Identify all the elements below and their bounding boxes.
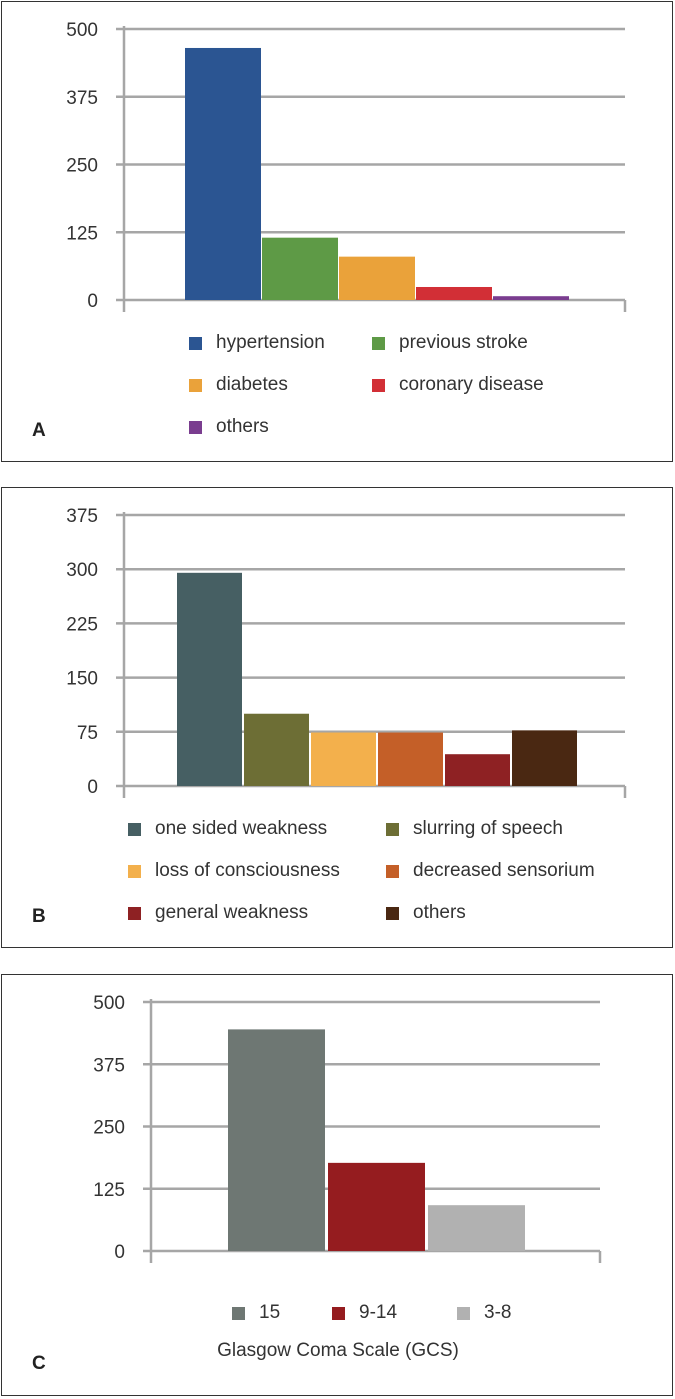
legend-swatch: [372, 378, 385, 392]
legend-swatch: [457, 1306, 470, 1320]
legend-swatch: [189, 336, 202, 350]
panel-letter-a: A: [32, 420, 46, 441]
bar-hypertension: [185, 47, 261, 300]
bar-previous-stroke: [262, 237, 338, 300]
legend-label: others: [413, 902, 466, 923]
y-tick-label: 250: [93, 1118, 125, 1139]
legend-swatch: [189, 420, 202, 434]
legend-swatch: [128, 822, 141, 836]
legend-item-one-sided-weakness: one sided weakness: [128, 818, 327, 840]
bar-diabetes: [339, 256, 415, 300]
chart-panel-c: 0 125 250 375 500 15 9-14 3-8 Glasgow Coma S…: [1, 974, 673, 1396]
legend-label: general weakness: [155, 902, 309, 923]
y-tick-label: 375: [93, 1055, 125, 1076]
y-tick-label: 150: [66, 669, 98, 690]
legend-swatch: [386, 906, 399, 920]
legend-swatch: [332, 1306, 345, 1320]
y-tick-label: 225: [66, 614, 98, 635]
legend-label: 3-8: [484, 1302, 512, 1323]
y-tick-label: 125: [93, 1180, 125, 1201]
chart-panel-a: 0 125 250 375 500 hypertension previous stro…: [1, 1, 673, 462]
legend-swatch: [372, 336, 385, 350]
chart-b-plot: 0 75 150 225 300 375: [66, 506, 627, 798]
legend-label: coronary disease: [399, 374, 544, 395]
legend-swatch: [386, 822, 399, 836]
bar-others: [512, 730, 577, 786]
legend-item-coronary-disease: coronary disease: [372, 374, 544, 396]
chart-panel-b: 0 75 150 225 300 375 one sided weakness slurr…: [1, 487, 673, 948]
legend-label: previous stroke: [399, 332, 528, 353]
chart-c-plot: 0 125 250 375 500: [93, 993, 602, 1263]
y-tick-label: 125: [66, 223, 98, 244]
legend-swatch: [189, 378, 202, 392]
legend-swatch: [128, 864, 141, 878]
y-tick-label: 250: [66, 156, 98, 177]
y-tick-label: 375: [66, 506, 98, 527]
y-tick-label: 0: [87, 291, 98, 312]
bar-one-sided-weakness: [177, 572, 242, 786]
legend-label: slurring of speech: [413, 818, 563, 839]
legend-item-previous-stroke: previous stroke: [372, 332, 528, 354]
legend-item-slurring-of-speech: slurring of speech: [386, 818, 563, 840]
legend-label: diabetes: [216, 374, 288, 395]
y-tick-label: 75: [77, 723, 98, 744]
legend-label: others: [216, 416, 269, 437]
legend-label: decreased sensorium: [413, 860, 595, 881]
bar-15: [228, 1029, 325, 1251]
legend-item-gcs-9-14: 9-14: [332, 1302, 397, 1324]
legend-item-diabetes: diabetes: [189, 374, 288, 396]
legend-item-others: others: [189, 416, 269, 438]
legend-item-general-weakness: general weakness: [128, 902, 308, 924]
legend-item-others: others: [386, 902, 466, 924]
y-tick-label: 300: [66, 560, 98, 581]
legend-item-loss-of-consciousness: loss of consciousness: [128, 860, 340, 882]
bar-decreased-sensorium: [378, 732, 443, 786]
y-tick-label: 0: [87, 777, 98, 798]
y-tick-label: 0: [114, 1242, 125, 1263]
bar-9-14: [328, 1162, 425, 1251]
y-tick-label: 500: [93, 993, 125, 1014]
legend-label: hypertension: [216, 332, 325, 353]
bar-coronary-disease: [416, 286, 492, 300]
legend-item-gcs-3-8: 3-8: [457, 1302, 511, 1324]
legend-swatch: [232, 1306, 245, 1320]
panel-letter-c: C: [32, 1353, 46, 1374]
y-tick-label: 500: [66, 20, 98, 41]
legend-label: loss of consciousness: [155, 860, 340, 881]
legend-swatch: [128, 906, 141, 920]
bar-loss-of-consciousness: [311, 732, 376, 786]
legend-label: one sided weakness: [155, 818, 328, 839]
bar-general-weakness: [445, 754, 510, 786]
bar-3-8: [428, 1205, 525, 1251]
chart-a-plot: 0 125 250 375 500: [66, 20, 627, 312]
legend-item-gcs-15: 15: [232, 1302, 280, 1324]
bar-others: [493, 296, 569, 300]
panel-letter-b: B: [32, 906, 46, 927]
legend-label: 9-14: [359, 1302, 398, 1323]
x-axis-label: Glasgow Coma Scale (GCS): [217, 1340, 459, 1361]
legend-item-hypertension: hypertension: [189, 332, 325, 354]
legend-item-decreased-sensorium: decreased sensorium: [386, 860, 595, 882]
legend-swatch: [386, 864, 399, 878]
legend-label: 15: [259, 1302, 281, 1323]
bar-slurring-of-speech: [244, 713, 309, 786]
y-tick-label: 375: [66, 88, 98, 109]
